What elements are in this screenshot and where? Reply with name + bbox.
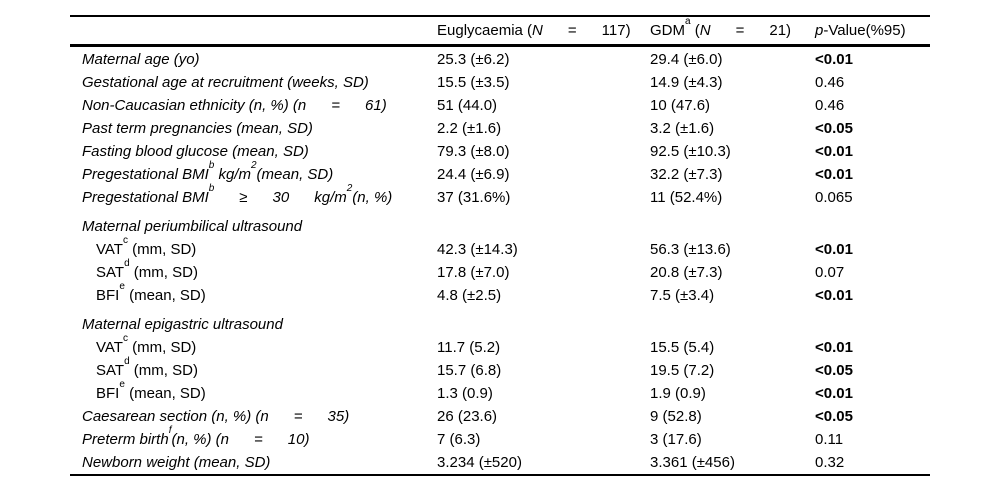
cell-euglycaemia: 79.3 (±8.0) xyxy=(437,143,510,160)
cell-euglycaemia: 2.2 (±1.6) xyxy=(437,120,502,137)
cell-gdm: 29.4 (±6.0) xyxy=(650,51,723,68)
cell-euglycaemia: 51 (44.0) xyxy=(437,97,498,114)
row-label: Gestational age at recruitment (weeks, S… xyxy=(82,74,369,91)
cell-pvalue: <0.01 xyxy=(815,339,853,356)
cell-pvalue: 0.065 xyxy=(815,189,853,206)
table-row: SATd (mm, SD) 15.7 (6.8) 19.5 (7.2) <0.05 xyxy=(70,356,930,382)
column-header-pvalue: p-Value(%95) xyxy=(815,22,906,39)
table-row: VATc (mm, SD) 42.3 (±14.3) 56.3 (±13.6) <0.… xyxy=(70,235,930,261)
cell-gdm: 9 (52.8) xyxy=(650,408,702,425)
table-row: SATd (mm, SD) 17.8 (±7.0) 20.8 (±7.3) 0.07 xyxy=(70,258,930,284)
row-label: BFIe (mean, SD) xyxy=(96,379,206,402)
row-label: Newborn weight (mean, SD) xyxy=(82,454,271,471)
cell-gdm: 19.5 (7.2) xyxy=(650,362,715,379)
row-label: Preterm birthf(n, %) (n = 10) xyxy=(82,425,310,448)
row-label: VATc (mm, SD) xyxy=(96,333,197,356)
table-row: Caesarean section (n, %) (n = 35) 26 (23.… xyxy=(70,405,930,428)
cell-euglycaemia: 37 (31.6%) xyxy=(437,189,511,206)
table-row: Maternal age (yo) 25.3 (±6.2) 29.4 (±6.0) <… xyxy=(70,48,930,71)
row-label: Pregestational BMIb kg/m2(mean, SD) xyxy=(82,160,334,183)
cell-euglycaemia: 25.3 (±6.2) xyxy=(437,51,510,68)
row-label: Past term pregnancies (mean, SD) xyxy=(82,120,313,137)
cell-pvalue: <0.05 xyxy=(815,120,853,137)
table-body: Maternal age (yo) 25.3 (±6.2) 29.4 (±6.0) <… xyxy=(70,47,930,476)
section-header-row: Maternal epigastric ultrasound xyxy=(70,307,930,336)
cell-gdm: 92.5 (±10.3) xyxy=(650,143,731,160)
table-row: Pregestational BMIb ≥ 30 kg/m2(n, %) 37 (… xyxy=(70,183,930,209)
row-label: Non-Caucasian ethnicity (n, %) (n = 61) xyxy=(82,97,387,114)
cell-pvalue: 0.46 xyxy=(815,74,845,91)
cell-pvalue: <0.01 xyxy=(815,143,853,160)
section-header-row: Maternal periumbilical ultrasound xyxy=(70,209,930,238)
cell-pvalue: <0.05 xyxy=(815,362,853,379)
table-row: Gestational age at recruitment (weeks, S… xyxy=(70,71,930,94)
table-row: Preterm birthf(n, %) (n = 10) 7 (6.3) 3 (1… xyxy=(70,425,930,451)
table-row: Pregestational BMIb kg/m2(mean, SD) 24.4 … xyxy=(70,160,930,186)
row-label: Fasting blood glucose (mean, SD) xyxy=(82,143,309,160)
table-row: Past term pregnancies (mean, SD) 2.2 (±1.… xyxy=(70,117,930,140)
cell-pvalue: 0.32 xyxy=(815,454,845,471)
cell-euglycaemia: 11.7 (5.2) xyxy=(437,339,501,356)
cell-gdm: 15.5 (5.4) xyxy=(650,339,715,356)
table-row: Non-Caucasian ethnicity (n, %) (n = 61) 5… xyxy=(70,94,930,117)
cell-gdm: 3.361 (±456) xyxy=(650,454,735,471)
cell-euglycaemia: 3.234 (±520) xyxy=(437,454,522,471)
cell-gdm: 14.9 (±4.3) xyxy=(650,74,723,91)
table-row: BFIe (mean, SD) 1.3 (0.9) 1.9 (0.9) <0.01 xyxy=(70,379,930,405)
row-label: Maternal epigastric ultrasound xyxy=(82,316,283,333)
table-row: BFIe (mean, SD) 4.8 (±2.5) 7.5 (±3.4) <0.01 xyxy=(70,281,930,307)
cell-pvalue: 0.07 xyxy=(815,264,845,281)
row-label: Caesarean section (n, %) (n = 35) xyxy=(82,408,350,425)
cell-gdm: 10 (47.6) xyxy=(650,97,711,114)
cell-gdm: 11 (52.4%) xyxy=(650,189,723,206)
cell-pvalue: <0.01 xyxy=(815,51,853,68)
document-table: Euglycaemia (N = 117) GDMa (N = 21) p-Valu… xyxy=(70,15,930,476)
row-label: Maternal periumbilical ultrasound xyxy=(82,218,303,235)
cell-pvalue: <0.01 xyxy=(815,166,853,183)
cell-euglycaemia: 26 (23.6) xyxy=(437,408,498,425)
cell-pvalue: <0.05 xyxy=(815,408,853,425)
cell-pvalue: <0.01 xyxy=(815,287,853,304)
row-label: SATd (mm, SD) xyxy=(96,258,198,281)
row-label: SATd (mm, SD) xyxy=(96,356,198,379)
row-label: Pregestational BMIb ≥ 30 kg/m2(n, %) xyxy=(82,183,393,206)
table-row: Fasting blood glucose (mean, SD) 79.3 (±8… xyxy=(70,140,930,163)
row-label: Maternal age (yo) xyxy=(82,51,200,68)
cell-gdm: 3.2 (±1.6) xyxy=(650,120,715,137)
cell-pvalue: <0.01 xyxy=(815,241,853,258)
cell-euglycaemia: 24.4 (±6.9) xyxy=(437,166,510,183)
table-row: Newborn weight (mean, SD) 3.234 (±520) 3.3… xyxy=(70,451,930,474)
cell-euglycaemia: 17.8 (±7.0) xyxy=(437,264,510,281)
cell-gdm: 1.9 (0.9) xyxy=(650,385,706,402)
cell-euglycaemia: 7 (6.3) xyxy=(437,431,481,448)
cell-euglycaemia: 15.7 (6.8) xyxy=(437,362,502,379)
column-header-gdm: GDMa (N = 21) xyxy=(650,16,792,39)
cell-gdm: 32.2 (±7.3) xyxy=(650,166,723,183)
row-label: VATc (mm, SD) xyxy=(96,235,197,258)
cell-euglycaemia: 15.5 (±3.5) xyxy=(437,74,510,91)
cell-euglycaemia: 4.8 (±2.5) xyxy=(437,287,502,304)
row-label: BFIe (mean, SD) xyxy=(96,281,206,304)
table-header-row: Euglycaemia (N = 117) GDMa (N = 21) p-Valu… xyxy=(70,17,930,47)
cell-pvalue: <0.01 xyxy=(815,385,853,402)
cell-euglycaemia: 1.3 (0.9) xyxy=(437,385,493,402)
cell-gdm: 7.5 (±3.4) xyxy=(650,287,715,304)
table-row: VATc (mm, SD) 11.7 (5.2) 15.5 (5.4) <0.01 xyxy=(70,333,930,359)
cell-gdm: 3 (17.6) xyxy=(650,431,702,448)
cell-pvalue: 0.46 xyxy=(815,97,845,114)
column-header-euglycaemia: Euglycaemia (N = 117) xyxy=(437,22,631,39)
cell-gdm: 56.3 (±13.6) xyxy=(650,241,731,258)
cell-euglycaemia: 42.3 (±14.3) xyxy=(437,241,518,258)
cell-pvalue: 0.11 xyxy=(815,431,844,448)
cell-gdm: 20.8 (±7.3) xyxy=(650,264,723,281)
